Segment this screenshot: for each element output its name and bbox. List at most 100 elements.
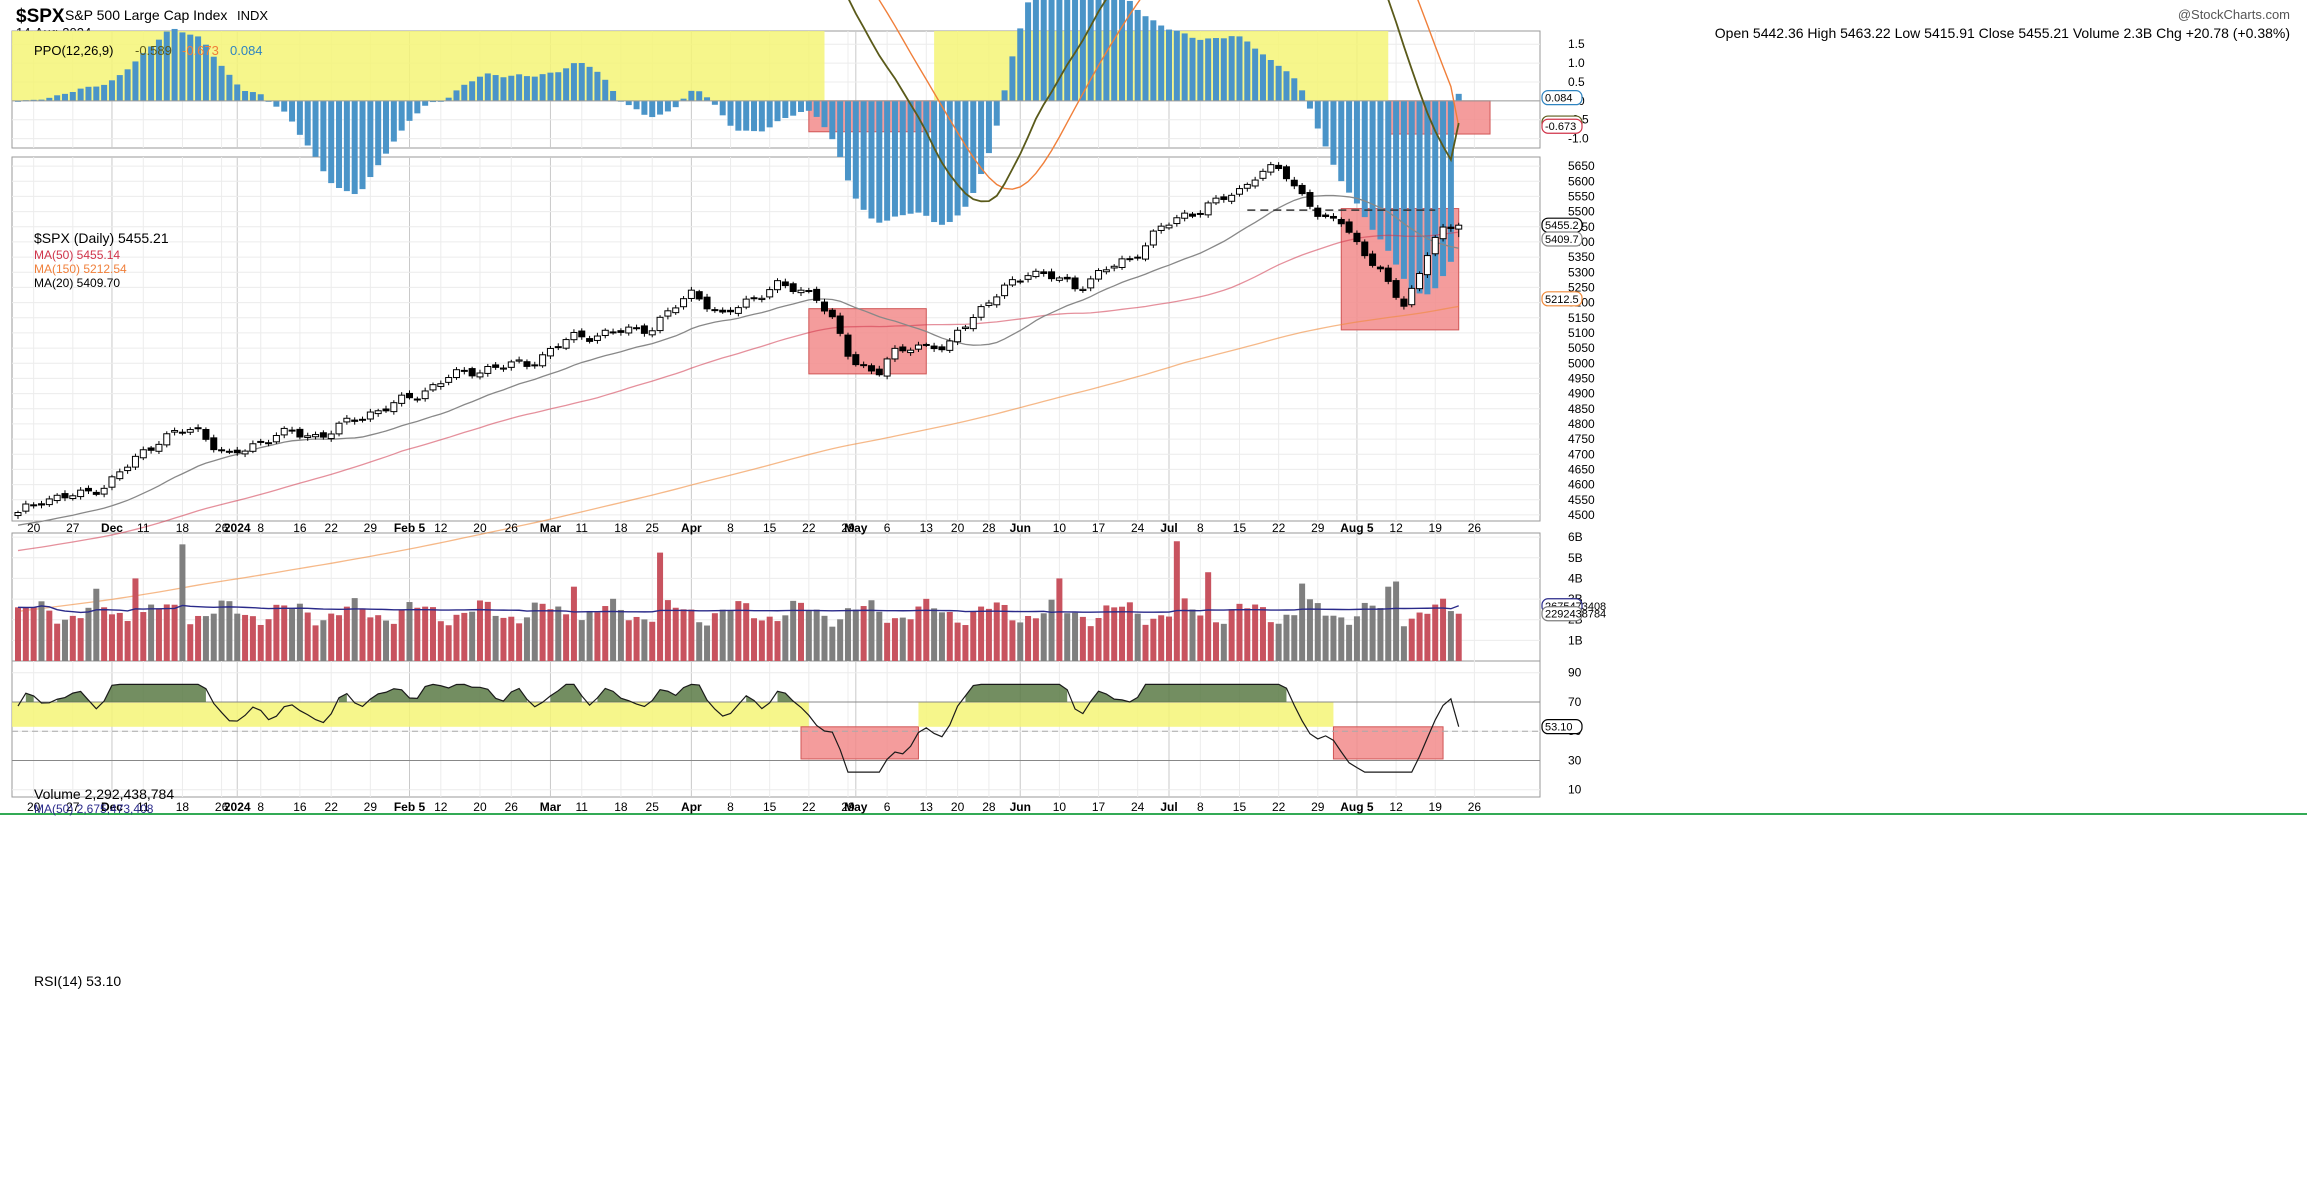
x-tick-label: 20 (951, 521, 965, 535)
ppo-histogram-bar (336, 100, 343, 189)
candle-body (1329, 215, 1337, 219)
candle-body (1361, 241, 1369, 257)
volume-bar (633, 616, 640, 661)
y-tick-label: 5500 (1568, 205, 1595, 219)
volume-bar (484, 601, 491, 661)
candle-body (1400, 298, 1408, 307)
ppo-histogram-bar (594, 71, 601, 101)
rsi-overbought-fill (57, 691, 89, 702)
y-tick-label: 5350 (1568, 250, 1595, 264)
ppo-histogram-bar (46, 97, 53, 101)
ppo-histogram-bar (711, 100, 718, 105)
ppo-histogram-bar (1025, 2, 1032, 101)
volume-bar (766, 616, 773, 661)
volume-bar (1346, 624, 1353, 661)
ppo-histogram-bar (500, 77, 507, 101)
volume-bar (743, 603, 750, 661)
candle-body (84, 487, 92, 492)
candle-body (1055, 277, 1063, 281)
candle-body (460, 369, 468, 372)
ppo-histogram-bar (1064, 0, 1071, 101)
ppo-histogram-bar (1103, 0, 1110, 101)
volume-bar (1432, 604, 1439, 661)
x-tick-label: 26 (215, 521, 229, 535)
volume-bar (469, 611, 476, 661)
volume-bar (570, 586, 577, 661)
candle-body (609, 331, 617, 334)
ppo-histogram-bar (1283, 71, 1290, 101)
ppo-histogram-bar (1369, 100, 1376, 230)
candle-body (1314, 207, 1322, 217)
volume-bar (852, 609, 859, 661)
ppo-histogram-bar (54, 95, 61, 101)
x-tick-label: 16 (293, 521, 307, 535)
x-tick-label: Feb 5 (394, 521, 426, 535)
candle-body (100, 487, 108, 495)
candle-body (1392, 280, 1400, 298)
candle-body (163, 433, 171, 446)
ppo-histogram-bar (281, 100, 288, 112)
x-tick-label: 2024 (224, 800, 251, 814)
candle-body (593, 335, 601, 341)
x-tick-label: 6 (884, 800, 891, 814)
candle-body (343, 417, 351, 423)
volume-bar (1244, 608, 1251, 661)
volume-bar (422, 606, 429, 661)
volume-bar (46, 610, 53, 661)
value-badge (1541, 231, 1583, 247)
volume-bar (555, 606, 562, 661)
candle-body (131, 455, 139, 468)
candle-body (1212, 197, 1220, 204)
candle-body (633, 327, 641, 330)
candle-body (1439, 226, 1447, 240)
volume-bar (108, 614, 115, 661)
ppo-histogram-bar (578, 63, 585, 101)
volume-bar (1025, 615, 1032, 661)
ppo-histogram-bar (657, 100, 664, 115)
volume-bar (304, 612, 311, 661)
volume-bar (1134, 613, 1141, 661)
ppo-histogram-bar (320, 100, 327, 172)
candle-body (492, 364, 500, 368)
y-tick-label: 5300 (1568, 265, 1595, 279)
volume-bar (1048, 599, 1055, 661)
candle-body (828, 309, 836, 318)
ppo-histogram-bar (1314, 100, 1321, 129)
candle-body (656, 316, 664, 332)
ppo-histogram-bar (782, 100, 789, 119)
y-tick-label: 1.0 (1568, 56, 1585, 70)
candle-body (429, 384, 437, 391)
ppo-histogram-bar (93, 86, 100, 101)
candle-body (562, 339, 570, 349)
ppo-histogram-bar (1385, 100, 1392, 251)
volume-bar (664, 600, 671, 661)
volume-bar (249, 616, 256, 661)
candle-body (1110, 265, 1118, 269)
candle-body (1306, 192, 1314, 207)
volume-bar (1158, 615, 1165, 661)
candle-body (1063, 276, 1071, 280)
volume-bar (523, 617, 530, 661)
ppo-histogram-bar (751, 100, 758, 132)
candle-body (225, 450, 233, 453)
volume-bar (320, 620, 327, 661)
candle-body (1353, 232, 1361, 243)
rsi-overbought-fill (1090, 684, 1287, 702)
volume-bar (1400, 626, 1407, 661)
candle-body (727, 309, 735, 313)
candle-body (155, 443, 163, 452)
volume-bar (273, 604, 280, 661)
ppo-histogram-bar (351, 100, 358, 195)
rsi-overbought-fill (652, 684, 708, 702)
ppo-histogram-bar (1072, 0, 1079, 101)
candle-body (288, 429, 296, 432)
candle-body (852, 354, 860, 366)
rsi-overbought-fill (104, 684, 206, 702)
ppo-histogram-bar (625, 100, 632, 106)
volume-bar (923, 598, 930, 661)
x-tick-label: May (844, 800, 868, 814)
candle-body (22, 503, 30, 512)
ppo-histogram-bar (202, 44, 209, 101)
candle-body (319, 432, 327, 438)
